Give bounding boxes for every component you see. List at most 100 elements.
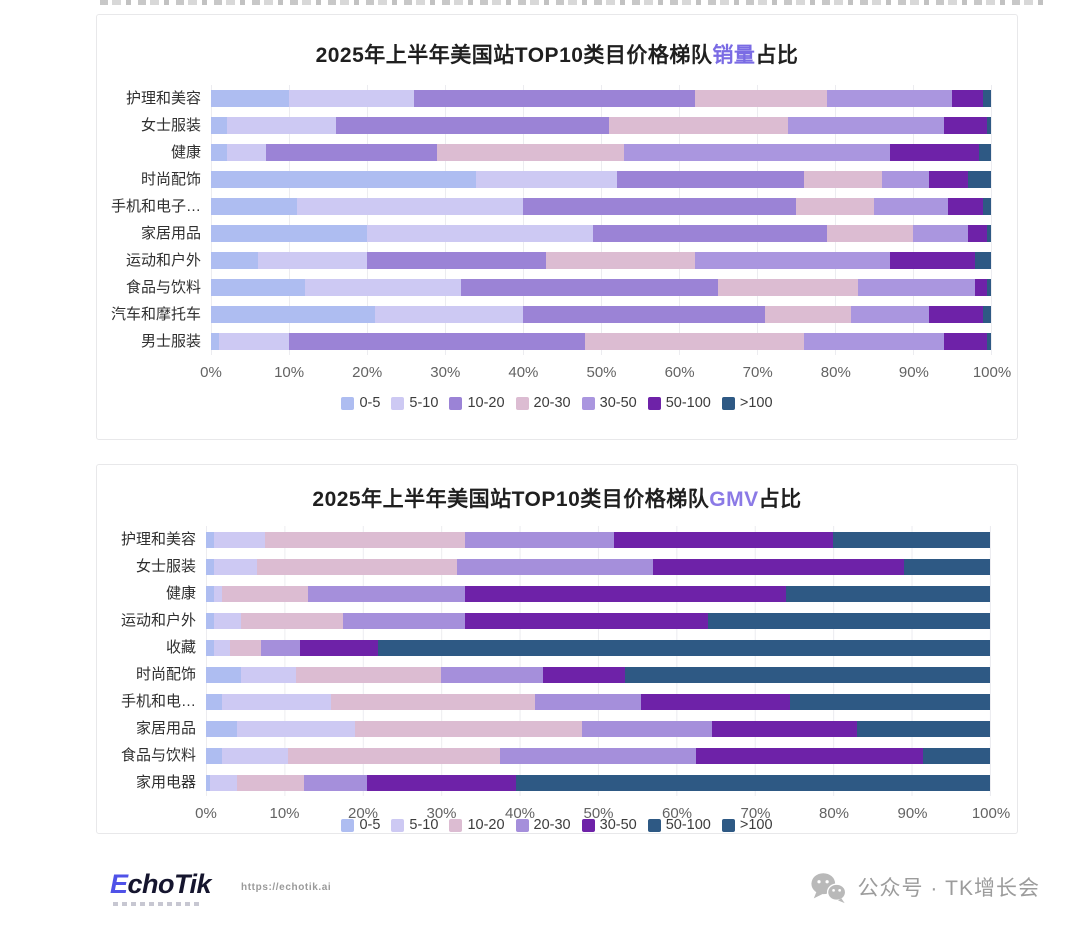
category-label: 健康 <box>170 144 201 161</box>
bar-segment-10-20 <box>331 693 536 710</box>
chart-row <box>211 139 991 166</box>
bar-segment-20-30 <box>303 774 367 791</box>
bar-segment-10-20 <box>288 747 500 764</box>
bar-segment-20-30 <box>535 693 642 710</box>
category-label: 运动和户外 <box>120 612 196 629</box>
axis-tick-label: 40% <box>508 364 539 381</box>
bar-segment-50-100 <box>790 693 908 710</box>
legend-label: 0-5 <box>359 395 381 411</box>
stacked-bar <box>211 90 991 107</box>
bar-segment-50-100 <box>928 306 984 323</box>
bar-segment-5-10 <box>257 252 367 269</box>
bar-segment-50-100 <box>944 333 988 350</box>
chart-row <box>206 580 990 607</box>
legend-label: 50-100 <box>665 395 711 411</box>
bar-segment-5-10 <box>218 333 289 350</box>
title-highlight: GMV <box>709 488 759 511</box>
axis-tick-label: 0% <box>195 805 217 822</box>
chart-row <box>206 607 990 634</box>
bar-segment-5-10 <box>374 306 523 323</box>
chart-row <box>206 553 990 580</box>
bar-segment->100 <box>844 666 990 683</box>
sales-plot-area: 护理和美容 女士服装 健康 时尚配饰 手机和电子… 家居用品 运动和户外 食品与饮料 汽车和摩托… <box>97 85 992 355</box>
axis-tick-label: 10% <box>274 364 305 381</box>
stacked-bar <box>206 693 990 710</box>
axis-tick-label: 80% <box>820 364 851 381</box>
axis-tick-label: 70% <box>740 805 771 822</box>
title-prefix: 2025年上半年美国站TOP10类目价格梯队 <box>315 44 713 67</box>
bar-segment-30-50 <box>366 774 516 791</box>
category-label: 男士服装 <box>140 333 201 350</box>
legend-item: 5-10 <box>391 395 438 411</box>
category-labels-column: 护理和美容 女士服装 健康 时尚配饰 手机和电子… 家居用品 运动和户外 食品与饮料 汽车和摩托… <box>97 85 211 355</box>
bar-segment-20-30 <box>795 198 874 215</box>
legend-label: 0-5 <box>359 817 381 833</box>
bar-segment-10-20 <box>256 558 457 575</box>
legend-swatch <box>515 818 529 832</box>
legend-swatch <box>581 818 595 832</box>
bar-segment-5-10 <box>213 612 242 629</box>
bar-segment-50-100 <box>903 558 959 575</box>
bar-segment-10-20 <box>413 90 695 107</box>
chart-row <box>211 328 991 355</box>
legend-item: 20-30 <box>515 395 571 411</box>
bar-segment->100 <box>987 225 991 242</box>
bar-segment->100 <box>983 90 991 107</box>
axis-tick-label: 90% <box>897 805 928 822</box>
bar-segment-20-30 <box>582 720 712 737</box>
bar-segment->100 <box>975 252 991 269</box>
stacked-bar <box>206 558 990 575</box>
bar-segment-50-100 <box>928 171 968 188</box>
category-label: 运动和户外 <box>125 252 201 269</box>
bar-segment-30-50 <box>881 171 929 188</box>
clipped-text-strip <box>100 0 1050 5</box>
bar-segment-30-50 <box>543 666 626 683</box>
bar-segment->100 <box>983 198 991 215</box>
legend-label: 5-10 <box>409 395 439 411</box>
bar-segment-5-10 <box>221 693 332 710</box>
stacked-bar <box>206 531 990 548</box>
stacked-bar <box>211 171 991 188</box>
bar-segment-50-100 <box>944 117 988 134</box>
bar-segment->100 <box>731 639 990 656</box>
chart-row <box>206 688 990 715</box>
wechat-icon <box>810 872 846 903</box>
sales-chart-title: 2025年上半年美国站TOP10类目价格梯队销量占比 <box>97 39 1017 69</box>
axis-tick-label: 60% <box>661 805 693 822</box>
axis-tick-label: 70% <box>742 364 773 381</box>
bar-segment-50-100 <box>923 747 967 764</box>
chart-row <box>206 742 990 769</box>
category-label: 护理和美容 <box>120 531 196 548</box>
axis-tick-label: 30% <box>430 364 461 381</box>
bar-segment-5-10 <box>226 144 266 161</box>
axis-tick-label: 20% <box>347 805 379 822</box>
bar-segment-30-50 <box>827 90 952 107</box>
echotik-logo-text: EchoTik <box>110 868 212 900</box>
bar-segment-0-5 <box>206 639 214 656</box>
legend-swatch <box>647 818 661 832</box>
stacked-bar <box>206 585 990 602</box>
bar-segment-30-50 <box>464 612 708 629</box>
bar-segment-30-50 <box>695 747 924 764</box>
bars-area <box>211 85 992 355</box>
bar-segment->100 <box>967 171 991 188</box>
bar-segment->100 <box>880 612 990 629</box>
logo-rest: choTik <box>127 868 212 899</box>
bar-segment-20-30 <box>499 747 696 764</box>
title-suffix: 占比 <box>758 488 802 511</box>
legend-swatch <box>391 396 405 410</box>
bar-segment-5-10 <box>289 90 414 107</box>
bar-segment-30-50 <box>803 333 945 350</box>
bar-segment-5-10 <box>213 558 257 575</box>
stacked-bar <box>211 144 991 161</box>
bars-area <box>206 526 991 796</box>
bar-segment-20-30 <box>437 144 625 161</box>
bar-segment-10-20 <box>366 252 547 269</box>
category-label: 健康 <box>165 585 196 602</box>
chart-row <box>206 634 990 661</box>
chart-row <box>211 220 991 247</box>
gmv-chart-legend: 0-5 5-10 10-20 20-30 30-50 50-100 >100 <box>97 817 1017 833</box>
axis-tick-label: 30% <box>426 805 457 822</box>
bar-segment-20-30 <box>546 252 695 269</box>
x-axis-ticks: 0% 10% 20% 30% 40% 50% 60% 70% 80% 90% 100% <box>200 355 1011 383</box>
